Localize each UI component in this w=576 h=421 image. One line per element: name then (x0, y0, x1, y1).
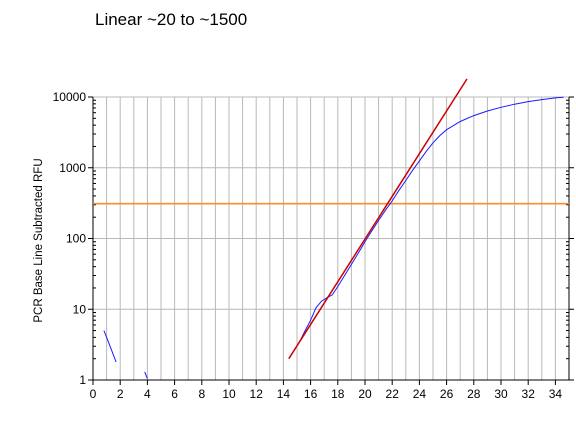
x-tick-label: 34 (549, 387, 563, 401)
amplification-curve (103, 330, 117, 363)
x-tick-label: 26 (440, 387, 454, 401)
y-tick-label: 1000 (59, 161, 86, 175)
y-tick-label: 10000 (53, 90, 87, 104)
x-tick-label: 0 (90, 387, 97, 401)
x-tick-label: 24 (413, 387, 427, 401)
x-tick-label: 2 (117, 387, 124, 401)
x-tick-label: 12 (250, 387, 264, 401)
x-tick-label: 16 (304, 387, 318, 401)
x-tick-label: 14 (277, 387, 291, 401)
x-tick-label: 6 (171, 387, 178, 401)
x-tick-label: 4 (144, 387, 151, 401)
x-tick-label: 32 (522, 387, 536, 401)
y-tick-label: 1 (79, 373, 86, 387)
chart-title: Linear ~20 to ~1500 (95, 10, 248, 29)
x-tick-label: 30 (494, 387, 508, 401)
x-tick-label: 22 (386, 387, 400, 401)
amplification-curve (144, 371, 148, 379)
x-tick-label: 10 (222, 387, 236, 401)
x-tick-label: 18 (331, 387, 345, 401)
y-tick-label: 10 (73, 302, 87, 316)
y-tick-label: 100 (66, 232, 86, 246)
x-tick-label: 8 (198, 387, 205, 401)
fit-line (288, 78, 468, 360)
x-tick-label: 28 (467, 387, 481, 401)
x-tick-label: 20 (358, 387, 372, 401)
y-axis-label: PCR Base Line Subtracted RFU (33, 158, 45, 322)
